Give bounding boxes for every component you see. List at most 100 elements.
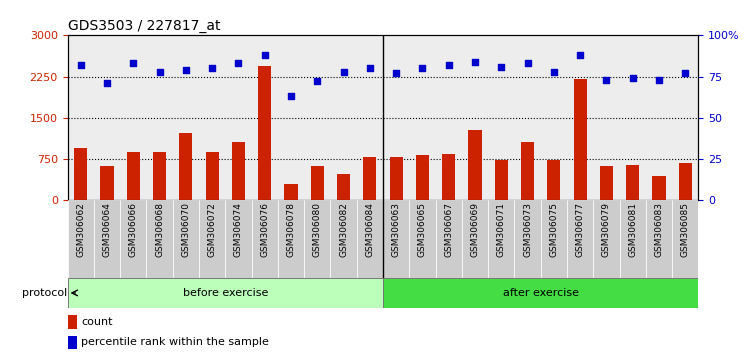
Text: GSM306076: GSM306076 — [261, 202, 269, 257]
Bar — [252, 200, 278, 278]
Bar — [646, 35, 672, 200]
Bar — [469, 130, 481, 200]
Bar — [383, 35, 409, 200]
Text: before exercise: before exercise — [182, 288, 268, 298]
Bar — [68, 315, 77, 329]
Bar — [672, 200, 698, 278]
Bar — [68, 336, 77, 349]
Bar — [383, 200, 409, 278]
Text: protocol: protocol — [23, 288, 68, 298]
Point — [233, 61, 245, 66]
Bar — [409, 200, 436, 278]
Bar — [74, 148, 87, 200]
Bar — [120, 35, 146, 200]
Point — [312, 79, 324, 84]
Bar — [225, 35, 252, 200]
Point — [364, 65, 376, 71]
Bar — [442, 154, 455, 200]
Text: GSM306064: GSM306064 — [103, 202, 111, 257]
Bar — [68, 278, 383, 308]
Bar — [541, 35, 567, 200]
Point — [285, 93, 297, 99]
Bar — [68, 200, 94, 278]
Text: GSM306077: GSM306077 — [576, 202, 584, 257]
Point — [206, 65, 219, 71]
Bar — [521, 142, 534, 200]
Bar — [94, 200, 120, 278]
Bar — [600, 166, 613, 200]
Bar — [620, 200, 646, 278]
Bar — [541, 200, 567, 278]
Bar — [199, 200, 225, 278]
Text: GSM306079: GSM306079 — [602, 202, 611, 257]
Point — [601, 77, 613, 83]
Point — [653, 77, 665, 83]
Text: GSM306082: GSM306082 — [339, 202, 348, 257]
Text: GSM306084: GSM306084 — [366, 202, 374, 257]
Text: count: count — [81, 317, 113, 327]
Text: GSM306071: GSM306071 — [497, 202, 505, 257]
Bar — [173, 200, 199, 278]
Bar — [232, 142, 245, 200]
Bar — [390, 157, 403, 200]
Bar — [672, 35, 698, 200]
Bar — [127, 152, 140, 200]
Text: GSM306080: GSM306080 — [313, 202, 321, 257]
Bar — [653, 176, 665, 200]
Bar — [357, 200, 383, 278]
Bar — [436, 35, 462, 200]
Point — [443, 62, 455, 68]
Bar — [593, 200, 620, 278]
Text: GSM306074: GSM306074 — [234, 202, 243, 257]
Bar — [363, 157, 376, 200]
Point — [391, 70, 403, 76]
Bar — [409, 35, 436, 200]
Text: GSM306081: GSM306081 — [629, 202, 637, 257]
Bar — [120, 200, 146, 278]
Point — [154, 69, 166, 74]
Point — [75, 62, 87, 68]
Text: GSM306085: GSM306085 — [681, 202, 689, 257]
Text: GSM306073: GSM306073 — [523, 202, 532, 257]
Bar — [285, 183, 297, 200]
Bar — [488, 200, 514, 278]
Text: GDS3503 / 227817_at: GDS3503 / 227817_at — [68, 19, 220, 33]
Bar — [330, 200, 357, 278]
Text: GSM306066: GSM306066 — [129, 202, 137, 257]
Bar — [337, 174, 350, 200]
Point — [101, 80, 113, 86]
Bar — [416, 155, 429, 200]
Bar — [567, 200, 593, 278]
Text: GSM306078: GSM306078 — [287, 202, 295, 257]
Bar — [146, 200, 173, 278]
Point — [626, 75, 638, 81]
Bar — [462, 35, 488, 200]
Text: GSM306065: GSM306065 — [418, 202, 427, 257]
Point — [180, 67, 192, 73]
Bar — [514, 200, 541, 278]
Text: GSM306062: GSM306062 — [77, 202, 85, 257]
Bar — [383, 278, 698, 308]
Bar — [620, 35, 646, 200]
Text: GSM306067: GSM306067 — [445, 202, 453, 257]
Bar — [199, 35, 225, 200]
Bar — [206, 152, 219, 200]
Bar — [278, 35, 304, 200]
Bar — [225, 200, 252, 278]
Bar — [436, 200, 462, 278]
Point — [496, 64, 508, 69]
Bar — [593, 35, 620, 200]
Text: GSM306063: GSM306063 — [392, 202, 400, 257]
Bar — [626, 165, 639, 200]
Bar — [495, 160, 508, 200]
Point — [128, 61, 140, 66]
Bar — [304, 200, 330, 278]
Point — [548, 69, 560, 74]
Bar — [311, 166, 324, 200]
Bar — [574, 79, 587, 200]
Bar — [330, 35, 357, 200]
Bar — [547, 160, 560, 200]
Bar — [514, 35, 541, 200]
Text: GSM306068: GSM306068 — [155, 202, 164, 257]
Bar — [101, 166, 113, 200]
